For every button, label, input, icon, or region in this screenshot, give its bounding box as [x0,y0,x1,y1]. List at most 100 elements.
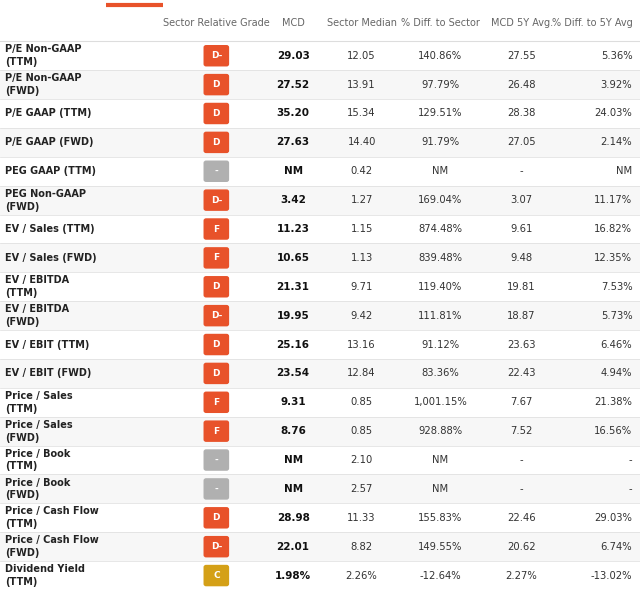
Text: 2.14%: 2.14% [601,137,632,148]
FancyBboxPatch shape [204,421,229,442]
Text: 5.36%: 5.36% [601,51,632,61]
Text: 2.26%: 2.26% [346,571,378,581]
Text: 29.03: 29.03 [276,51,310,61]
FancyBboxPatch shape [204,507,229,529]
Text: D: D [212,109,220,118]
Text: 26.48: 26.48 [508,80,536,90]
Text: 97.79%: 97.79% [421,80,460,90]
Text: NM: NM [432,484,449,494]
Bar [0,157,640,186]
Text: 23.54: 23.54 [276,368,310,378]
Text: -12.64%: -12.64% [419,571,461,581]
Text: % Diff. to 5Y Avg: % Diff. to 5Y Avg [552,18,632,28]
Text: 14.40: 14.40 [348,137,376,148]
Bar [0,417,640,445]
FancyBboxPatch shape [204,45,229,67]
Text: 9.42: 9.42 [351,311,372,320]
Text: 22.43: 22.43 [508,368,536,378]
Text: 8.82: 8.82 [351,542,372,552]
Text: EV / EBITDA
(FWD): EV / EBITDA (FWD) [5,304,69,327]
Text: 91.12%: 91.12% [421,339,460,349]
FancyBboxPatch shape [204,132,229,153]
Text: Sector Median: Sector Median [326,18,397,28]
Bar [0,445,640,474]
Text: EV / EBIT (FWD): EV / EBIT (FWD) [5,368,92,378]
Text: D-: D- [211,196,222,205]
Text: -: - [214,455,218,464]
Text: -: - [214,167,218,176]
Text: 35.20: 35.20 [276,109,310,119]
Text: 9.61: 9.61 [511,224,532,234]
Bar [0,388,640,417]
FancyBboxPatch shape [204,536,229,558]
Text: D-: D- [211,542,222,551]
FancyBboxPatch shape [204,478,229,500]
Text: 28.98: 28.98 [276,513,310,523]
Text: 27.52: 27.52 [276,80,310,90]
Text: 9.31: 9.31 [280,397,306,407]
Text: NM: NM [432,166,449,176]
Text: NM: NM [284,455,303,465]
Text: 0.42: 0.42 [351,166,372,176]
Text: 28.38: 28.38 [508,109,536,119]
Text: D: D [212,138,220,147]
Bar [0,70,640,99]
Text: 3.42: 3.42 [280,195,306,205]
Bar [0,330,640,359]
Bar [0,244,640,273]
Text: MCD: MCD [282,18,305,28]
Text: P/E Non-GAAP
(FWD): P/E Non-GAAP (FWD) [5,73,82,96]
Text: -13.02%: -13.02% [591,571,632,581]
Text: 0.85: 0.85 [351,397,372,407]
Text: 6.74%: 6.74% [601,542,632,552]
Text: 7.52: 7.52 [511,426,532,436]
FancyBboxPatch shape [204,392,229,413]
Text: 9.48: 9.48 [511,253,532,263]
FancyBboxPatch shape [204,565,229,586]
Text: NM: NM [616,166,632,176]
Text: 12.84: 12.84 [348,368,376,378]
Text: 16.82%: 16.82% [595,224,632,234]
Text: 27.55: 27.55 [508,51,536,61]
Text: Price / Cash Flow
(TTM): Price / Cash Flow (TTM) [5,506,99,529]
Text: NM: NM [284,484,303,494]
Text: P/E Non-GAAP
(TTM): P/E Non-GAAP (TTM) [5,44,82,67]
FancyBboxPatch shape [204,218,229,240]
Text: D-: D- [211,311,222,320]
Text: Sector Relative Grade: Sector Relative Grade [163,18,269,28]
Text: F: F [213,427,220,435]
Text: NM: NM [432,455,449,465]
Text: 2.27%: 2.27% [506,571,538,581]
Text: 928.88%: 928.88% [419,426,462,436]
Text: 18.87: 18.87 [508,311,536,320]
Text: 149.55%: 149.55% [418,542,463,552]
Text: PEG GAAP (TTM): PEG GAAP (TTM) [5,166,96,176]
Text: 21.38%: 21.38% [595,397,632,407]
Text: Price / Book
(TTM): Price / Book (TTM) [5,448,70,471]
Text: 20.62: 20.62 [508,542,536,552]
FancyBboxPatch shape [204,189,229,211]
Text: 16.56%: 16.56% [594,426,632,436]
Text: % Diff. to Sector: % Diff. to Sector [401,18,480,28]
Text: 0.85: 0.85 [351,426,372,436]
Text: 25.16: 25.16 [276,339,310,349]
Text: 5.73%: 5.73% [601,311,632,320]
Text: PEG Non-GAAP
(FWD): PEG Non-GAAP (FWD) [5,189,86,212]
Bar [0,359,640,388]
Text: 24.03%: 24.03% [595,109,632,119]
FancyBboxPatch shape [204,160,229,182]
Text: P/E GAAP (FWD): P/E GAAP (FWD) [5,137,93,148]
Text: EV / EBITDA
(TTM): EV / EBITDA (TTM) [5,276,69,298]
Bar [0,273,640,301]
FancyBboxPatch shape [204,363,229,384]
Text: 1.13: 1.13 [351,253,372,263]
Text: 13.91: 13.91 [348,80,376,90]
Text: 22.01: 22.01 [276,542,310,552]
Text: 1.15: 1.15 [351,224,372,234]
Text: 9.71: 9.71 [351,282,372,292]
Text: 2.57: 2.57 [351,484,372,494]
Text: Price / Book
(FWD): Price / Book (FWD) [5,477,70,500]
Text: 839.48%: 839.48% [419,253,462,263]
Text: 11.33: 11.33 [348,513,376,523]
Text: F: F [213,225,220,234]
